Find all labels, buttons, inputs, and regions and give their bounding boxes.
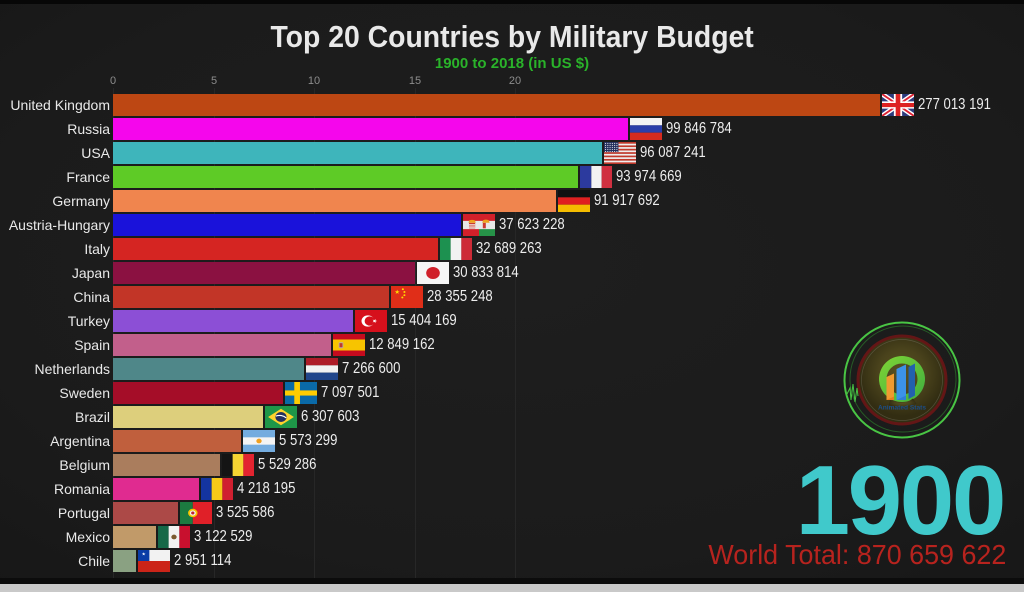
svg-text:Animated Stats: Animated Stats xyxy=(878,405,926,412)
